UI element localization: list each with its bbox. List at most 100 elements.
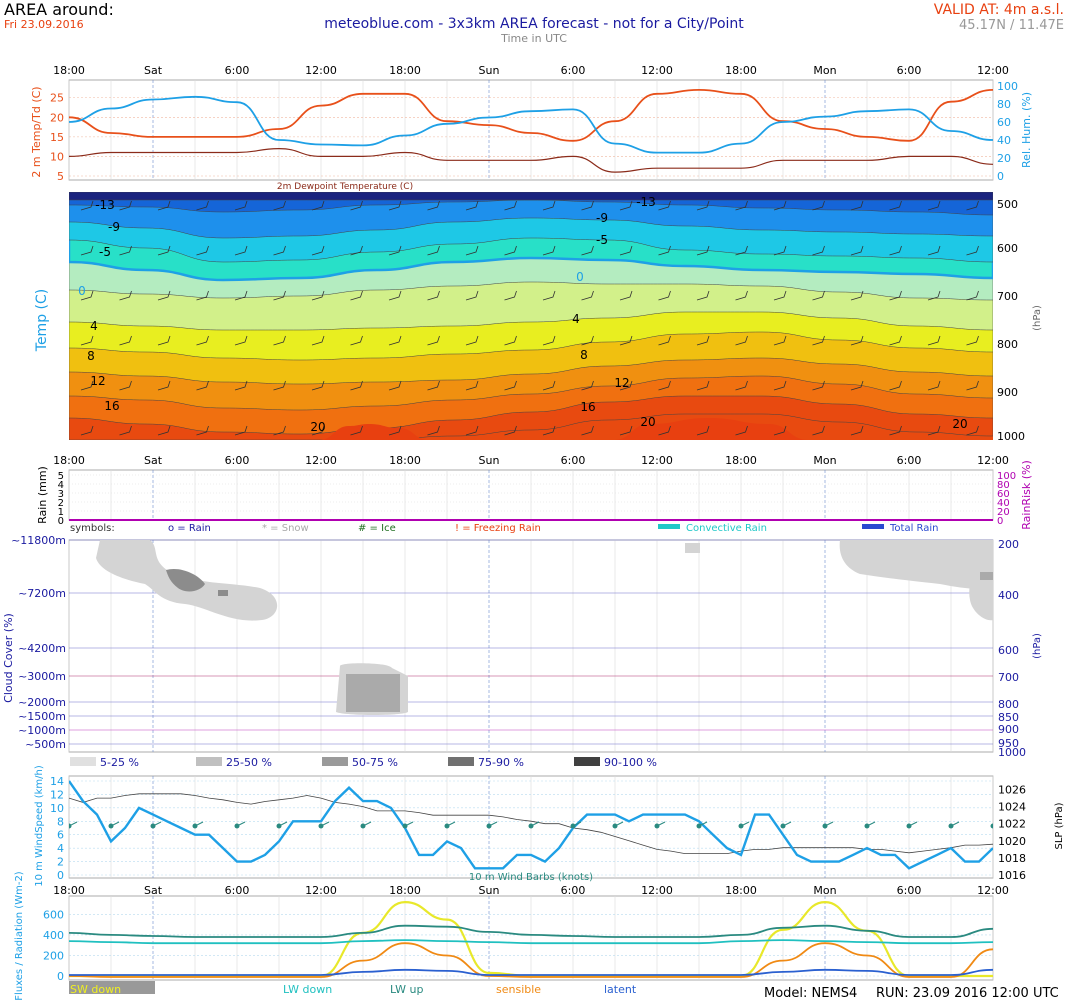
page-title: AREA around: — [4, 0, 114, 19]
wind-barb — [488, 821, 498, 827]
temp-tick-label: 10 — [50, 150, 64, 163]
cloud-areas — [96, 540, 993, 715]
wind-barb — [196, 245, 209, 256]
wind-barb — [404, 821, 414, 827]
time-tick-label: Sat — [144, 454, 163, 467]
humidity-tick-label: 20 — [997, 152, 1011, 165]
wind-barb — [388, 380, 402, 391]
wind-barb — [696, 425, 710, 436]
series-line-temp — [69, 88, 993, 142]
flux-legend-label: LW down — [283, 983, 332, 996]
rain-tick-label: 5 — [58, 471, 64, 482]
flux-legend-label: LW up — [390, 983, 423, 996]
wind-barb — [619, 335, 633, 346]
wind-barbs-annotation: 10 m Wind Barbs (knots) — [469, 872, 593, 883]
wind-barb — [234, 200, 248, 211]
wind-barb — [80, 335, 94, 346]
cloud-pressure-label: 700 — [998, 671, 1019, 684]
wind-barb — [362, 821, 372, 827]
cloud-legend-swatch — [574, 757, 600, 766]
wind-barb — [619, 380, 633, 391]
legend-label: Convective Rain — [686, 523, 767, 534]
cloud-legend-swatch — [196, 757, 222, 766]
contour-label: 12 — [614, 376, 629, 390]
top-time-axis: 18:00 Sat 6:00 12:00 18:00 Sun 6:00 12:00 18:00 M… — [53, 64, 1009, 77]
bottom-time-axis: 18:00 Sat 6:00 12:00 18:00 Sun 6:00 12:00 18:00 M… — [53, 884, 1009, 897]
flux-legend-label: latent — [604, 983, 637, 996]
time-tick-label: 12:00 — [305, 64, 337, 77]
wind-barb — [350, 425, 363, 436]
contour-label: 8 — [87, 349, 95, 363]
wind-barb — [812, 335, 825, 346]
series-line-sensible — [69, 942, 993, 978]
wind-tick-label: 14 — [50, 775, 64, 788]
wind-barb — [311, 425, 325, 436]
wind-barb — [581, 380, 594, 391]
contour-label: -9 — [596, 211, 608, 225]
time-tick-label: 12:00 — [305, 454, 337, 467]
wind-barb — [196, 200, 209, 211]
wind-barb — [80, 245, 94, 256]
flux-tick-label: 400 — [43, 929, 64, 942]
forecast-date: Fri 23.09.2016 — [4, 18, 84, 31]
series-line-sw-down — [69, 900, 993, 978]
time-tick-label: 6:00 — [561, 884, 586, 897]
time-tick-label: 6:00 — [897, 884, 922, 897]
flux-legend-label: SW down — [70, 983, 121, 996]
wind-barb — [504, 335, 517, 346]
cloud-legend-label: 25-50 % — [226, 756, 272, 769]
time-tick-label: 18:00 — [725, 884, 757, 897]
legend-label: ! = Freezing Rain — [455, 523, 541, 534]
time-tick-label: 12:00 — [641, 884, 673, 897]
wind-barb — [735, 425, 748, 436]
wind-barb — [273, 335, 286, 346]
legend-label: symbols: — [70, 523, 115, 534]
cloud-pressure-label: 950 — [998, 737, 1019, 750]
rainrisk-tick-label: 60 — [997, 489, 1010, 500]
wind-tick-label: 0 — [57, 869, 64, 882]
wind-barb — [850, 335, 864, 346]
wind-barb — [773, 380, 787, 391]
contour-label: 4 — [90, 319, 98, 333]
time-tick-label: 6:00 — [225, 64, 250, 77]
wind-barb — [80, 425, 94, 436]
wind-barb — [850, 380, 864, 391]
wind-barb — [196, 335, 209, 346]
wind-barb — [542, 245, 556, 256]
run-label: RUN: 23.09 2016 12:00 UTC — [876, 986, 1059, 1000]
pressure-level-label: 600 — [997, 242, 1018, 255]
legend-swatch — [658, 524, 680, 529]
wind-barb — [119, 290, 132, 301]
contour-label: -9 — [108, 220, 120, 234]
wind-barb — [152, 821, 162, 827]
altitude-tick-label: ~3000m — [18, 670, 66, 683]
series-line-lw-up — [69, 924, 993, 938]
wind-barb — [927, 290, 941, 301]
time-tick-label: Sun — [479, 454, 500, 467]
pressure-level-label: 800 — [997, 338, 1018, 351]
wind-barb — [504, 380, 517, 391]
wind-barb — [966, 425, 979, 436]
humidity-tick-label: 40 — [997, 134, 1011, 147]
wind-barb — [530, 821, 540, 827]
rain-ylabel: Rain (mm) — [36, 466, 49, 524]
wind-barb — [572, 821, 582, 827]
wind-barb — [350, 245, 363, 256]
altitude-tick-label: ~7200m — [18, 587, 66, 600]
wind-barb — [696, 200, 710, 211]
legend-label: Total Rain — [889, 523, 939, 534]
altitude-tick-label: ~2000m — [18, 696, 66, 709]
wind-barb-dot — [990, 823, 993, 829]
rainrisk-tick-label: 20 — [997, 507, 1010, 518]
time-tick-label: 6:00 — [897, 454, 922, 467]
wind-barb — [273, 245, 286, 256]
legend-label: * = Snow — [262, 523, 309, 534]
wind-barb — [236, 821, 246, 827]
cloud-area-mid-inner — [346, 674, 400, 712]
temperature-profile-panel: -13 -9 -5 0 4 8 12 16 20 -9 -5 0 4 8 12 16 20 -13 20 500 60… — [34, 192, 1043, 443]
wind-barb — [698, 821, 708, 827]
contour-label: 4 — [572, 312, 580, 326]
rain-tick-label: 1 — [58, 507, 64, 518]
wind-barb — [542, 425, 556, 436]
